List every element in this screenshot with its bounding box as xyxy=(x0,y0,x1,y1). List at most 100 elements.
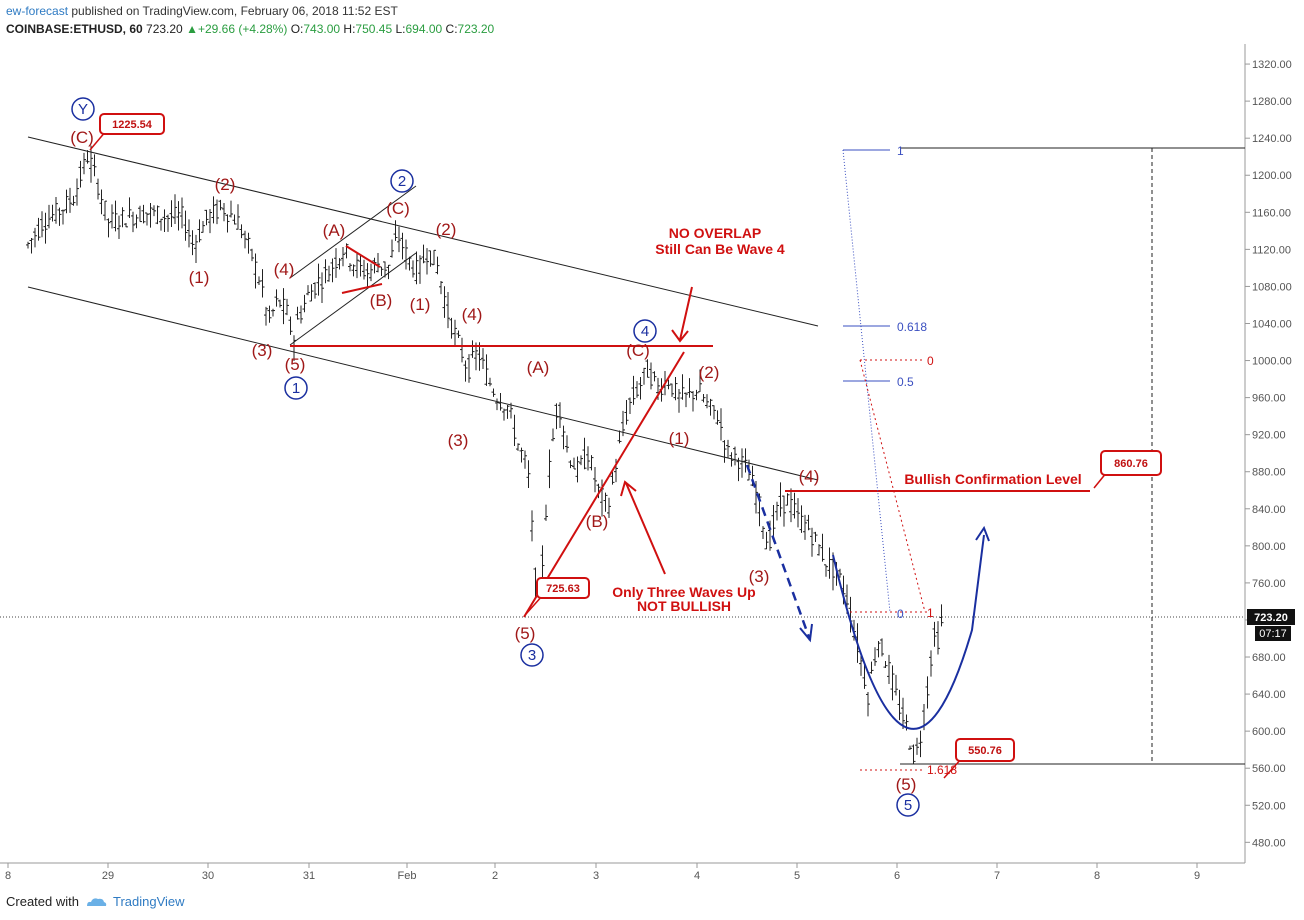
wave2-channel-upper xyxy=(289,185,417,279)
red-wave-label: (C) xyxy=(626,341,650,360)
y-tick-label: 1320.00 xyxy=(1252,59,1292,71)
x-tick-label: 9 xyxy=(1194,870,1200,882)
red-wave-label: (C) xyxy=(386,199,410,218)
low-value: 694.00 xyxy=(405,22,443,36)
last-price-marker: 723.20 07:17 xyxy=(1247,609,1295,641)
red-wave-label: (1) xyxy=(410,295,431,314)
x-tick-label: 8 xyxy=(5,870,11,882)
three-wave-rally-line xyxy=(523,351,685,618)
chart-header-publisher: ew-forecast published on TradingView.com… xyxy=(6,4,398,18)
x-tick-label: 8 xyxy=(1094,870,1100,882)
fib-label-1: 1 xyxy=(897,144,904,158)
countdown-badge xyxy=(1255,626,1291,641)
tradingview-brand-link[interactable]: TradingView xyxy=(112,894,185,909)
red-wave-label: (4) xyxy=(462,305,483,324)
last-price-badge-label: 723.20 xyxy=(1254,612,1288,624)
red-wave-label: (3) xyxy=(252,341,273,360)
tradingview-cloud-icon xyxy=(86,897,107,906)
price-tag-box xyxy=(536,577,590,599)
y-tick-label: 640.00 xyxy=(1252,689,1286,701)
y-tick-label: 1080.00 xyxy=(1252,281,1292,293)
blue-wave-circle xyxy=(520,643,544,667)
x-tick-label: 30 xyxy=(202,870,214,882)
y-tick-label: 1120.00 xyxy=(1252,244,1291,256)
triangle-lower-line xyxy=(341,283,383,294)
y-tick-label: 680.00 xyxy=(1252,652,1286,664)
x-tick-label: 3 xyxy=(593,870,599,882)
fib-red-diagonal xyxy=(859,359,926,613)
blue-curve-arrow-head xyxy=(975,525,990,542)
fib-red-label-1: 1 xyxy=(927,606,934,620)
price-tag-label: 860.76 xyxy=(1114,458,1148,470)
x-tick-labels: 8 29 30 31 Feb 2 3 4 5 6 7 8 9 xyxy=(5,863,1200,882)
footer: Created with TradingView xyxy=(6,894,185,909)
red-wave-label: (3) xyxy=(448,431,469,450)
high-label: H: xyxy=(343,22,356,36)
bullish-confirmation-note: Bullish Confirmation Level xyxy=(904,471,1081,487)
channel-upper-line xyxy=(27,136,819,327)
countdown-badge-label: 07:17 xyxy=(1259,628,1287,640)
blue-wave-circle xyxy=(71,97,95,121)
wave-labels: (C) (2) (1) (4) (3) (5) (A) (C) (B) (2) (1) (4) (3) (… xyxy=(70,97,920,817)
red-wave-label: (2) xyxy=(699,363,720,382)
red-wave-label: (5) xyxy=(896,775,917,794)
y-tick-label: 560.00 xyxy=(1252,763,1286,775)
red-wave-label: (1) xyxy=(189,268,210,287)
channel-lower-line xyxy=(27,286,819,481)
close-value: 723.20 xyxy=(457,22,495,36)
chart-drawings xyxy=(0,136,1245,765)
blue-wave-label: 3 xyxy=(528,647,536,664)
author-name[interactable]: ew-forecast xyxy=(6,4,69,18)
x-tick-label: 2 xyxy=(492,870,498,882)
triangle-upper-line xyxy=(345,245,381,268)
red-wave-label: (2) xyxy=(215,175,236,194)
y-tick-labels: 480.00520.00560.00600.00640.00680.00720.… xyxy=(1245,59,1292,849)
red-wave-label: (5) xyxy=(515,624,536,643)
blue-wave-label: Y xyxy=(78,101,88,118)
fib-red-label-0: 0 xyxy=(927,354,934,368)
red-wave-label: (A) xyxy=(323,221,346,240)
price-tags: 1225.54 725.63 860.76 550.76 xyxy=(89,113,1162,779)
y-tick-label: 1160.00 xyxy=(1252,207,1291,219)
red-wave-label: (A) xyxy=(527,358,550,377)
fib-label-05: 0.5 xyxy=(897,375,914,389)
no-overlap-note-line2: Still Can Be Wave 4 xyxy=(655,241,785,257)
high-value: 750.45 xyxy=(355,22,393,36)
price-tag-label: 1225.54 xyxy=(112,119,153,131)
x-tick-label: 5 xyxy=(794,870,800,882)
open-label: O: xyxy=(290,22,304,36)
blue-dashed-arrow-head xyxy=(799,623,813,643)
red-wave-label: (5) xyxy=(285,355,306,374)
symbol-label: COINBASE:ETHUSD, 60 xyxy=(6,22,143,36)
red-wave-label: (B) xyxy=(370,291,393,310)
fib-red-label-1618: 1.618 xyxy=(927,763,957,777)
blue-wave-circle xyxy=(284,376,308,400)
close-label: C: xyxy=(445,22,458,36)
three-waves-note-line2: NOT BULLISH xyxy=(637,598,731,614)
low-label: L: xyxy=(395,22,406,36)
last-price: 723.20 xyxy=(146,22,183,36)
y-tick-label: 1200.00 xyxy=(1252,170,1292,182)
price-tag-label: 550.76 xyxy=(968,745,1002,757)
y-tick-label: 1040.00 xyxy=(1252,318,1292,330)
fib-label-0: 0 xyxy=(897,607,904,621)
y-tick-label: 520.00 xyxy=(1252,800,1286,812)
y-tick-label: 1240.00 xyxy=(1252,133,1292,145)
red-wave-label: (B) xyxy=(586,512,609,531)
x-tick-label: 6 xyxy=(894,870,900,882)
price-change: ▲+29.66 (+4.28%) xyxy=(186,22,288,36)
red-wave-label: (4) xyxy=(274,260,295,279)
fib-label-0618: 0.618 xyxy=(897,320,927,334)
y-tick-label: 760.00 xyxy=(1252,578,1286,590)
red-wave-label: (1) xyxy=(669,429,690,448)
publish-info: published on TradingView.com, February 0… xyxy=(71,4,398,18)
last-price-badge xyxy=(1247,609,1295,625)
projected-blue-dashed-path xyxy=(745,464,812,641)
x-tick-label: 31 xyxy=(303,870,315,882)
price-tag-box xyxy=(955,738,1015,762)
price-tag-box xyxy=(1100,450,1162,476)
x-tick-label: 29 xyxy=(102,870,114,882)
y-tick-label: 1000.00 xyxy=(1252,356,1292,368)
